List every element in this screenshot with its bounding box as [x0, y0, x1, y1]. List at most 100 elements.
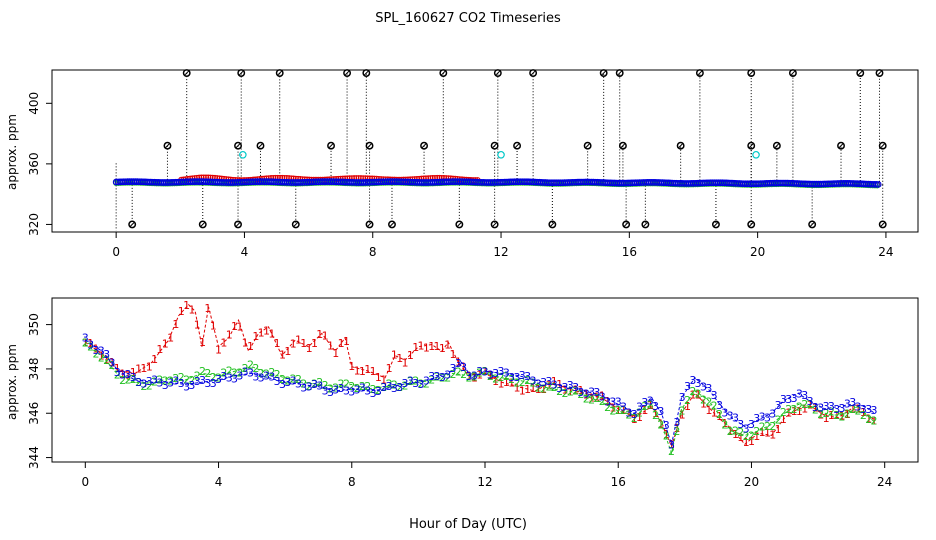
series-1-marker: 1	[188, 303, 195, 316]
series-1-marker: 1	[279, 349, 286, 362]
series-1-marker: 1	[737, 431, 744, 444]
series-1-marker: 1	[849, 403, 856, 416]
series-3-marker: 3	[343, 384, 350, 397]
series-1-marker: 1	[700, 397, 707, 410]
series-2-marker: 2	[508, 373, 515, 386]
series-3-marker: 3	[561, 381, 568, 394]
cyan-point	[497, 150, 505, 159]
flag-point-stroke	[514, 143, 520, 148]
series-2-marker: 2	[700, 394, 707, 407]
series-1-marker: 1	[588, 392, 595, 405]
series-2-marker: 2	[599, 395, 606, 408]
series-3-marker: 3	[444, 368, 451, 381]
series-1-marker: 1	[482, 365, 489, 378]
flag-point-stroke	[200, 222, 205, 227]
series-1-marker: 1	[290, 337, 297, 350]
figure-title: SPL_160627 CO2 Timeseries	[375, 11, 561, 26]
flag-point-stroke	[617, 70, 622, 76]
series-1-marker: 1	[466, 369, 473, 382]
series-3-marker: 3	[567, 379, 574, 392]
series-3-marker: 3	[823, 400, 830, 413]
series-1-marker: 1	[828, 409, 835, 422]
series-3-marker: 3	[103, 348, 110, 361]
flag-point-stroke	[293, 222, 298, 227]
series-3-marker: 3	[668, 439, 675, 452]
series-3-marker: 3	[572, 381, 579, 394]
series-2-marker: 2	[268, 366, 275, 379]
series-2-marker: 2	[172, 372, 179, 385]
series-3-marker: 3	[497, 365, 504, 378]
series-2-marker: 2	[519, 376, 526, 389]
series-1-marker: 1	[391, 349, 398, 362]
series-1-marker: 1	[327, 340, 334, 353]
flag-point	[490, 220, 499, 229]
series-2-marker: 2	[306, 380, 313, 393]
flag-point-stroke	[277, 70, 282, 76]
flag-point-stroke	[550, 222, 555, 227]
series-2-marker: 2	[860, 409, 867, 422]
flag-point	[808, 220, 817, 229]
series-3-marker: 3	[295, 378, 302, 391]
series-1-marker: 1	[231, 320, 238, 333]
series-2-marker: 2	[476, 366, 483, 379]
series-2-marker: 2	[140, 380, 147, 393]
flag-point-stroke	[585, 143, 590, 148]
series-3-marker: 3	[631, 408, 638, 421]
series-2-marker: 2	[439, 371, 446, 384]
flag-point-stroke	[713, 222, 719, 227]
series-3-marker: 3	[737, 418, 744, 431]
series-1-marker: 1	[354, 365, 361, 378]
series-2-marker: 2	[108, 359, 115, 372]
series-1-marker: 1	[455, 356, 462, 369]
series-1-marker: 1	[178, 305, 185, 318]
series-1-marker: 1	[545, 379, 552, 392]
series-1-marker: 1	[236, 320, 243, 333]
series-2-marker: 2	[588, 393, 595, 406]
flag-point	[275, 69, 284, 77]
flag-point	[439, 69, 448, 77]
series-3-marker: 3	[556, 382, 563, 395]
series-1-marker: 1	[759, 426, 766, 439]
series-2-marker: 2	[737, 426, 744, 439]
series-2-marker: 2	[583, 393, 590, 406]
series-3-marker: 3	[684, 380, 691, 393]
series-1-marker: 1	[785, 406, 792, 419]
flag-point	[747, 220, 756, 229]
series-1-marker: 1	[684, 400, 691, 413]
series-2-marker: 2	[743, 430, 750, 443]
series-1-marker: 1	[423, 342, 430, 355]
flag-point	[182, 69, 191, 77]
series-1-marker: 1	[460, 361, 467, 374]
series-2-marker: 2	[823, 407, 830, 420]
series-3-marker: 3	[87, 338, 94, 351]
top-ytick-label: 320	[27, 213, 41, 236]
series-3-marker: 3	[226, 371, 233, 384]
series-1-marker: 1	[204, 302, 211, 315]
series-2-marker: 2	[545, 381, 552, 394]
series-2-marker: 2	[769, 420, 776, 433]
top-data-layer	[112, 69, 887, 231]
series-3-marker: 3	[775, 399, 782, 412]
series-2-marker: 2	[204, 367, 211, 380]
series-2-marker: 2	[689, 385, 696, 398]
flag-point-stroke	[880, 143, 885, 148]
series-2-marker: 2	[657, 418, 664, 431]
series-3-marker: 3	[460, 361, 467, 374]
flag-point	[234, 141, 242, 150]
series-1-marker: 1	[370, 365, 377, 378]
series-2-marker: 2	[604, 401, 611, 414]
series-3-marker: 3	[162, 379, 169, 392]
series-1-marker: 1	[130, 366, 137, 379]
flag-point	[198, 220, 207, 229]
flag-point	[618, 141, 627, 150]
series-3-marker: 3	[220, 370, 227, 383]
series-1-marker: 1	[503, 376, 510, 389]
flag-point-stroke	[838, 143, 844, 148]
series-1-marker: 1	[332, 347, 339, 360]
series-1-marker: 1	[172, 318, 179, 331]
series-1-marker: 1	[364, 363, 371, 376]
series-3-marker: 3	[791, 392, 798, 405]
series-2-marker: 2	[258, 367, 265, 380]
series-3-marker: 3	[439, 371, 446, 384]
series-1-marker: 1	[242, 337, 249, 350]
